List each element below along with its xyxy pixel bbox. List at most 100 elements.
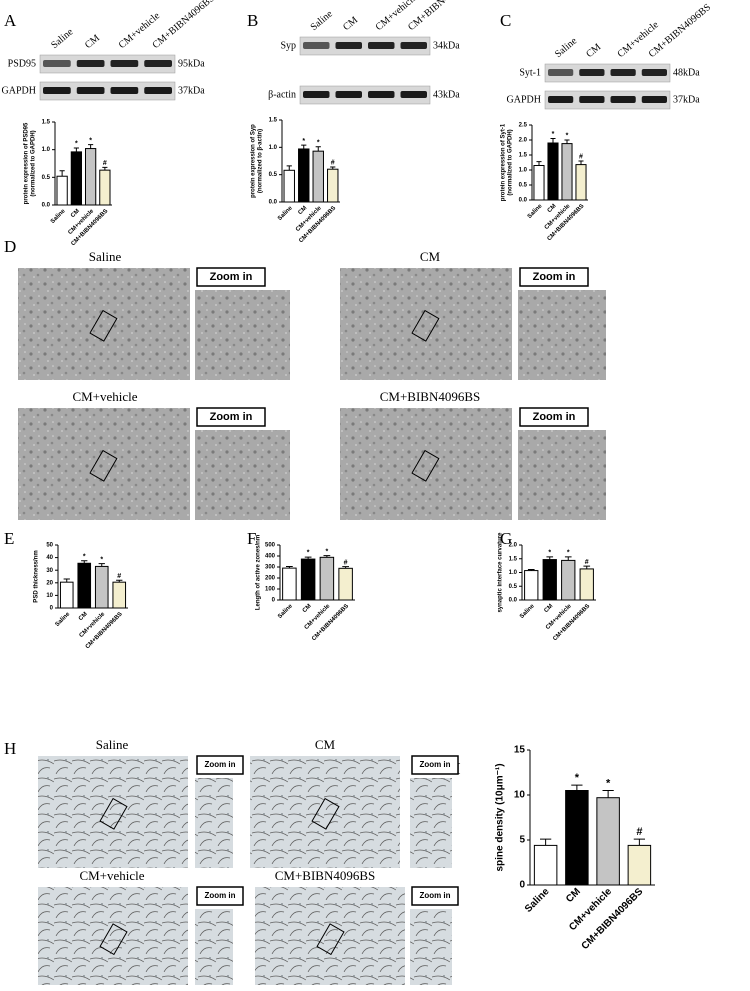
y-tick-label: 1.0	[42, 147, 51, 153]
bar	[542, 559, 557, 601]
error-bar	[583, 565, 591, 569]
y-tick-label: 500	[265, 543, 276, 549]
error-bar	[602, 790, 614, 798]
blot-strip	[39, 54, 176, 74]
x-tick-label: CM+BIBN4096BS	[552, 603, 591, 642]
bar	[59, 581, 74, 609]
significance: *	[326, 548, 329, 555]
y-axis-label: (normalized to β-actin)	[258, 129, 264, 193]
y-tick-label: 2.5	[519, 123, 528, 129]
micrograph	[255, 887, 405, 985]
y-tick-label: 0	[50, 606, 54, 612]
x-tick-label: CM	[547, 203, 558, 214]
x-tick-label: Saline	[55, 611, 72, 628]
y-tick-label: 10	[46, 593, 53, 599]
bar	[547, 142, 559, 201]
y-tick-label: 2.0	[509, 543, 518, 549]
y-axis-label: protein expression of Syp	[251, 124, 257, 198]
error-bar	[536, 161, 542, 166]
y-tick-label: 0	[272, 598, 276, 604]
y-tick-label: 10	[514, 790, 526, 801]
bar	[300, 558, 316, 601]
size-label: 34kDa	[433, 40, 460, 51]
bar	[561, 559, 576, 601]
zoom-label: Zoom in	[210, 411, 253, 423]
lane-label: Saline	[553, 35, 580, 60]
significance: *	[566, 133, 569, 140]
y-tick-label: 300	[265, 565, 276, 571]
zoom-image	[195, 778, 233, 868]
y-tick-label: 1.5	[519, 153, 528, 159]
error-bar	[116, 579, 123, 583]
error-bar	[301, 144, 307, 149]
error-bar	[527, 568, 535, 571]
micrograph	[18, 268, 190, 380]
blot-band	[400, 42, 427, 49]
size-label: 95kDa	[178, 58, 205, 69]
panel-letter: H	[4, 739, 16, 758]
error-bar	[342, 566, 349, 569]
roi-box	[316, 923, 345, 956]
blot-strip	[544, 63, 671, 83]
y-tick-label: 15	[514, 745, 526, 756]
blot-band	[144, 87, 172, 94]
panel-letter: A	[4, 11, 17, 30]
x-tick-label: CM	[297, 205, 308, 216]
y-tick-label: 1.5	[269, 118, 278, 124]
zoom-image	[518, 290, 606, 380]
blot-strip	[299, 36, 431, 56]
blot-band	[76, 87, 105, 94]
micrograph	[340, 408, 512, 520]
x-tick-label: Saline	[519, 603, 536, 620]
x-tick-label: CM	[564, 886, 583, 905]
y-tick-label: 0.0	[269, 200, 278, 206]
lane-label: Saline	[309, 8, 336, 33]
error-bar	[63, 578, 70, 583]
zoom-image	[410, 909, 452, 985]
bar	[112, 581, 127, 609]
lane-label: CM+BIBN4096BS	[406, 0, 472, 33]
bar	[84, 148, 97, 206]
blot-band	[368, 91, 395, 98]
error-bar	[550, 138, 556, 143]
micrograph	[38, 887, 188, 985]
significance: *	[317, 139, 320, 146]
panel-letter: E	[4, 529, 14, 548]
significance: *	[548, 549, 551, 556]
significance: *	[302, 138, 305, 145]
y-tick-label: 50	[46, 543, 53, 549]
lane-label: Saline	[49, 26, 76, 51]
zoom-label-box	[196, 755, 244, 775]
error-bar	[571, 784, 583, 791]
size-label: 37kDa	[178, 85, 205, 96]
y-tick-label: 0.5	[42, 175, 51, 181]
zoom-label: Zoom in	[533, 411, 576, 423]
zoom-label-box	[411, 886, 459, 906]
x-tick-label: CM+BIBN4096BS	[311, 603, 350, 642]
y-tick-label: 2.0	[519, 138, 528, 144]
error-bar	[546, 556, 554, 560]
zoom-label: Zoom in	[210, 271, 253, 283]
y-tick-label: 1.0	[269, 145, 278, 151]
blot-band	[368, 42, 395, 49]
bar	[533, 165, 545, 201]
roi-box	[89, 309, 118, 342]
bar	[627, 844, 652, 886]
protein-label: GAPDH	[2, 85, 36, 96]
bar	[575, 164, 587, 201]
y-tick-label: 20	[46, 580, 53, 586]
y-tick-label: 0	[519, 880, 525, 891]
y-tick-label: 100	[265, 587, 276, 593]
zoom-label-box	[519, 407, 589, 427]
error-bar	[578, 160, 584, 165]
zoom-label: Zoom in	[204, 760, 235, 769]
y-axis-label: PSD thickness/nm	[34, 550, 40, 602]
y-axis-label: synaptic interface curvature	[498, 532, 504, 613]
x-tick-label: CM	[302, 603, 313, 614]
y-tick-label: 1.5	[509, 556, 518, 562]
y-tick-label: 1.0	[519, 168, 528, 174]
lane-label: CM	[83, 33, 102, 51]
error-bar	[304, 556, 312, 560]
y-axis-label: Length of active zones/nm	[256, 535, 262, 610]
